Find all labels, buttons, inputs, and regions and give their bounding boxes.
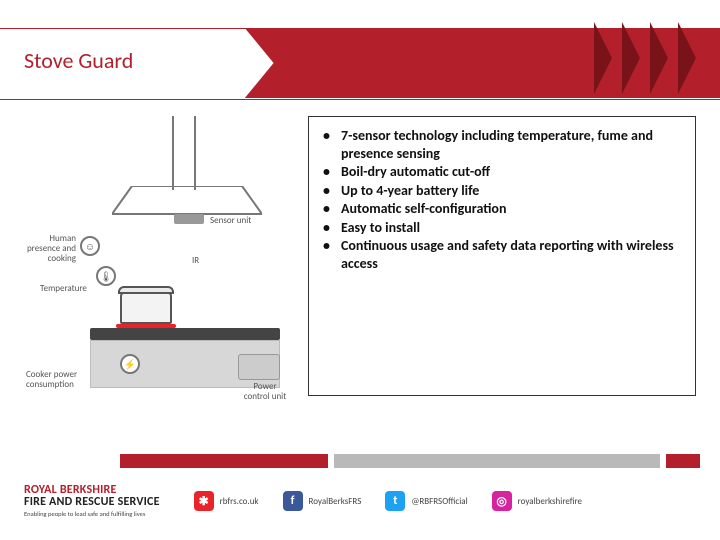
social-label: RoyalBerksFRS [309,496,362,507]
footer-bar-seg [120,454,328,468]
diagram-sensor-unit [174,214,204,224]
diagram-burner [116,324,176,328]
facebook-icon: f [283,491,303,511]
page-title: Stove Guard [24,47,133,74]
social-links: ✱ rbfrs.co.uk f RoyalBerksFRS t @RBFRSOf… [194,491,582,511]
instagram-icon: ◎ [492,491,512,511]
bullet-text: Up to 4-year battery life [341,182,479,200]
logo-line2: FIRE AND RESCUE SERVICE [24,496,160,508]
bullet-text: Boil-dry automatic cut-off [341,163,490,181]
diagram-label-consumption: Cooker power consumption [26,370,96,390]
power-icon: ⚡ [120,354,140,374]
stove-diagram: ☺ 🌡 ⚡ Human presence and cooking Sensor … [24,116,294,396]
social-label: @RBFRSOfficial [411,496,467,507]
chevron-icon [650,22,678,94]
footer-bar-seg [666,454,700,468]
diagram-hood [112,186,262,216]
list-item: •Up to 4-year battery life [323,182,679,200]
org-logo: ROYAL BERKSHIRE FIRE AND RESCUE SERVICE … [24,484,160,518]
chevron-icon [678,22,706,94]
diagram-label-pcu: Power control unit [240,382,290,402]
diagram-label-ir: IR [192,256,199,266]
social-label: rbfrs.co.uk [220,496,259,507]
social-facebook: f RoyalBerksFRS [283,491,362,511]
twitter-icon: t [385,491,405,511]
footer-color-bar [120,454,700,468]
diagram-stove-top [90,328,280,340]
diagram-duct [172,116,196,190]
diagram-power-control-unit [238,354,280,380]
chevron-icon [622,22,650,94]
social-label: royalberkshirefire [518,496,582,507]
bullet-text: Automatic self-configuration [341,200,506,218]
presence-icon: ☺ [80,236,100,256]
list-item: •Continuous usage and safety data report… [323,237,679,272]
main-content: ☺ 🌡 ⚡ Human presence and cooking Sensor … [24,116,696,396]
social-twitter: t @RBFRSOfficial [385,491,467,511]
temperature-icon: 🌡 [96,266,116,286]
list-item: •Automatic self-configuration [323,200,679,218]
diagram-label-sensor: Sensor unit [210,216,251,226]
feature-bullets-box: •7-sensor technology including temperatu… [308,116,696,396]
website-icon: ✱ [194,491,214,511]
bullet-text: Easy to install [341,219,420,237]
bullet-text: 7-sensor technology including temperatur… [341,127,679,162]
diagram-pot [120,292,172,324]
feature-bullets-list: •7-sensor technology including temperatu… [323,127,679,272]
list-item: •Easy to install [323,219,679,237]
logo-tagline: Enabling people to lead safe and fulfill… [24,511,160,518]
social-website: ✱ rbfrs.co.uk [194,491,259,511]
list-item: •7-sensor technology including temperatu… [323,127,679,162]
header-chevrons [594,22,706,94]
chevron-icon [594,22,622,94]
bullet-text: Continuous usage and safety data reporti… [341,237,679,272]
footer-bar-seg [334,454,661,468]
diagram-label-temperature: Temperature [40,284,87,294]
footer: ROYAL BERKSHIRE FIRE AND RESCUE SERVICE … [24,476,700,526]
diagram-label-presence: Human presence and cooking [18,234,76,264]
list-item: •Boil-dry automatic cut-off [323,163,679,181]
social-instagram: ◎ royalberkshirefire [492,491,582,511]
